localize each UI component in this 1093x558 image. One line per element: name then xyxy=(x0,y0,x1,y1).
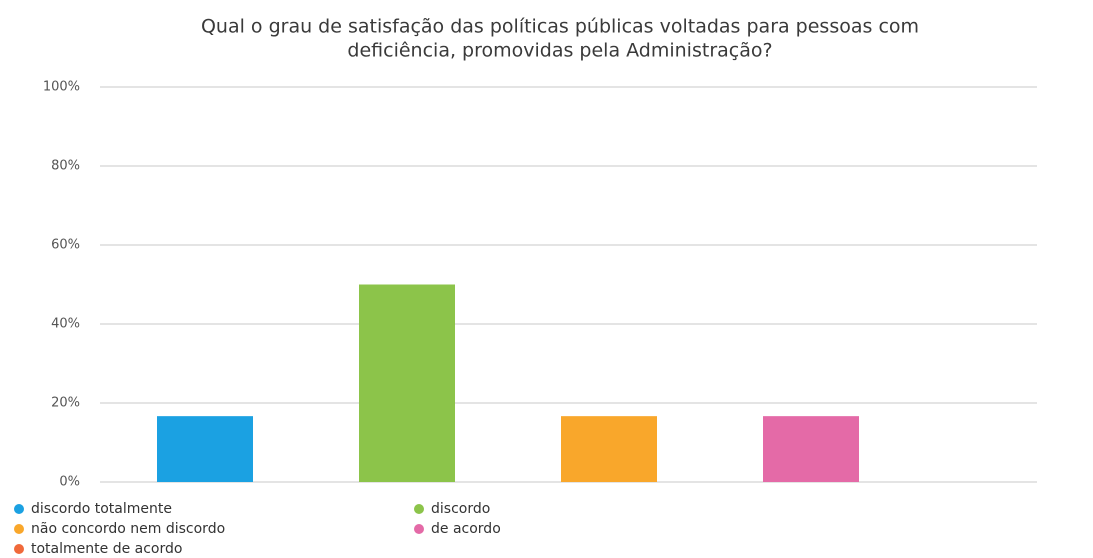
chart-title: deficiência, promovidas pela Administraç… xyxy=(347,40,772,62)
legend-swatch xyxy=(414,504,424,514)
legend-swatch xyxy=(14,544,24,554)
bar xyxy=(157,416,253,482)
legend-swatch xyxy=(14,524,24,534)
y-tick-label: 40% xyxy=(51,317,80,332)
chart-title: Qual o grau de satisfação das políticas … xyxy=(201,16,919,38)
legend-label: discordo totalmente xyxy=(31,501,172,517)
legend-label: não concordo nem discordo xyxy=(31,521,225,537)
y-tick-label: 100% xyxy=(43,80,80,95)
y-tick-label: 80% xyxy=(51,159,80,174)
legend-label: discordo xyxy=(431,501,490,517)
y-tick-label: 60% xyxy=(51,238,80,253)
y-tick-label: 20% xyxy=(51,396,80,411)
bar xyxy=(359,284,455,482)
legend-swatch xyxy=(14,504,24,514)
y-tick-label: 0% xyxy=(59,475,80,490)
bar xyxy=(763,416,859,482)
legend-swatch xyxy=(414,524,424,534)
bar xyxy=(561,416,657,482)
legend-label: de acordo xyxy=(431,521,501,537)
legend-label: totalmente de acordo xyxy=(31,541,182,557)
